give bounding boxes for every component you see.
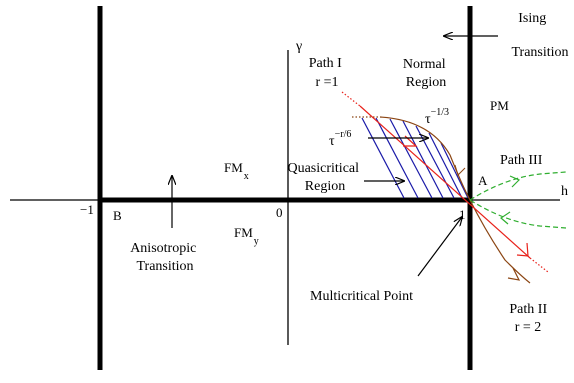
path-iii-lower-arrow [500, 211, 511, 225]
path-iii-label: Path III [500, 153, 543, 168]
multicritical-arrow [417, 217, 462, 277]
normal-region-label: Normal Region [403, 57, 449, 90]
tick-one: 1 [459, 207, 466, 222]
path-ii-arrowhead-upper [454, 164, 466, 176]
path-i-line [359, 105, 531, 259]
ising-transition-label: Ising Transition [511, 11, 568, 60]
quasicritical-region-label: Quasicritical Region [287, 161, 362, 194]
multicritical-point-label: Multicritical Point [310, 289, 413, 304]
path-iii-lower [469, 199, 567, 229]
path-i-arrowhead-lower [516, 242, 529, 257]
path-iii-upper-arrow [509, 175, 521, 188]
path-i-dotted-bottom [529, 257, 549, 273]
path-i-arrowhead-upper [403, 135, 418, 147]
tick-zero: 0 [276, 205, 283, 220]
pm-label: PM [490, 98, 509, 113]
anisotropic-transition-label: Anisotropic Transition [130, 241, 200, 274]
point-b-label: B [113, 208, 122, 223]
path-ii-arrowhead [507, 267, 521, 281]
path-i-dotted-top [341, 91, 361, 107]
path-iii-upper [469, 171, 567, 201]
h-axis-label: h [561, 184, 568, 199]
fm-y-label: FMy [234, 225, 259, 247]
fm-x-label: FMx [224, 160, 249, 182]
path-ii-label: Path II r = 2 [509, 302, 550, 335]
quasicritical-hatch [361, 117, 469, 199]
path-i-label: Path I r =1 [309, 56, 346, 90]
point-a-label: A [478, 173, 488, 188]
tick-minus-one: −1 [80, 202, 94, 217]
gamma-axis-label: γ [295, 39, 302, 54]
tau-one-third-label: τ−1/3 [425, 107, 449, 127]
tau-r-sixth-label: τ−r/6 [329, 129, 351, 149]
